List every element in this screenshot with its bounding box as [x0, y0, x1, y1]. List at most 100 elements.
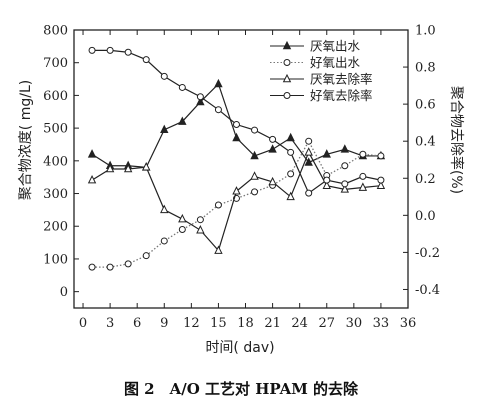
- data-point: [123, 163, 133, 173]
- data-point: [286, 191, 295, 201]
- series-3: [88, 46, 385, 197]
- data-point: [341, 180, 349, 188]
- data-point: [178, 116, 187, 125]
- data-point: [214, 106, 222, 114]
- data-point: [142, 252, 150, 260]
- data-point: [124, 260, 132, 268]
- data-point: [287, 170, 295, 178]
- y-right-tick-label: 1.0: [415, 24, 436, 39]
- data-point: [232, 186, 241, 195]
- y-left-tick-label: 0: [60, 285, 68, 300]
- figure-caption: 图 2 A/O 工艺对 HPAM 的去除: [124, 380, 359, 398]
- data-point: [341, 162, 349, 170]
- legend-entry-3: 好氧去除率: [270, 88, 373, 103]
- series-layer: [87, 46, 386, 271]
- y-left-tick-label: 600: [43, 89, 68, 104]
- x-axis-label: 时间( dav): [205, 340, 274, 356]
- plot-frame: [73, 29, 409, 309]
- legend-label: 厌氧出水: [310, 39, 361, 54]
- x-tick-label: 30: [346, 316, 363, 331]
- data-point: [160, 204, 169, 214]
- legend-marker: [283, 92, 291, 99]
- data-point: [232, 121, 240, 129]
- plot-border: [73, 29, 409, 309]
- data-point: [340, 184, 350, 193]
- y-right-tick-label: 0.8: [415, 61, 436, 76]
- data-point: [88, 263, 96, 271]
- data-point: [142, 162, 151, 171]
- legend-entry-2: 厌氧去除率: [270, 72, 373, 87]
- data-point: [214, 78, 223, 88]
- data-point: [196, 93, 204, 101]
- data-point: [88, 46, 96, 54]
- data-point: [287, 148, 295, 156]
- y-left-tick-label: 200: [43, 220, 68, 235]
- data-point: [105, 163, 115, 173]
- data-point: [305, 137, 313, 145]
- data-point: [250, 150, 259, 160]
- data-point: [340, 144, 350, 153]
- y-left-tick-label: 100: [43, 252, 68, 267]
- data-point: [377, 176, 385, 184]
- data-point: [160, 237, 168, 245]
- data-point: [322, 180, 331, 189]
- y-right-tick-label: -0.2: [415, 246, 440, 261]
- y-right-tick-label: 0.2: [415, 172, 436, 187]
- data-point: [377, 152, 385, 160]
- legend-label: 好氧去除率: [310, 88, 373, 103]
- data-point: [304, 157, 313, 166]
- legend-entry-0: 厌氧出水: [270, 39, 361, 54]
- x-tick-label: 6: [133, 316, 141, 331]
- data-point: [106, 46, 114, 54]
- data-point: [124, 48, 132, 56]
- y-right-tick-label: 0.0: [415, 209, 436, 224]
- legend-marker: [282, 73, 292, 83]
- series-2: [87, 147, 386, 254]
- x-tick-label: 18: [237, 316, 254, 331]
- data-point: [358, 182, 368, 191]
- legend-label: 好氧出水: [310, 55, 361, 70]
- x-tick-label: 0: [79, 316, 87, 331]
- data-point: [178, 83, 186, 91]
- data-point: [323, 176, 331, 184]
- x-tick-label: 9: [160, 316, 168, 331]
- data-point: [376, 180, 386, 189]
- data-point: [196, 96, 205, 106]
- data-point: [214, 201, 222, 209]
- data-point: [178, 213, 187, 223]
- data-point: [359, 150, 367, 158]
- data-point: [286, 132, 295, 142]
- data-point: [160, 72, 168, 80]
- y-left-tick-label: 400: [43, 154, 68, 169]
- x-tick-label: 27: [318, 316, 335, 331]
- y-axis-left-label: 聚合物浓度( mg/L): [18, 80, 34, 200]
- data-point: [196, 216, 204, 224]
- y-right-tick-label: 0.6: [415, 98, 436, 113]
- data-point: [268, 176, 277, 186]
- y-left-tick-label: 300: [43, 187, 68, 202]
- x-tick-label: 21: [264, 316, 281, 331]
- y-left-tick-label: 700: [43, 56, 68, 71]
- data-point: [232, 132, 241, 142]
- data-point: [251, 126, 259, 134]
- y-left-tick-label: 800: [43, 24, 68, 39]
- series-1: [88, 137, 385, 271]
- x-tick-label: 36: [400, 316, 417, 331]
- axes: 0 3 6 9 12 15 18 21 24 27 30 33 36010020030040050060…: [43, 24, 440, 332]
- legend-marker: [283, 59, 291, 66]
- legend-entry-1: 好氧出水: [270, 55, 361, 70]
- data-point: [87, 175, 97, 184]
- y-left-tick-label: 500: [43, 122, 68, 137]
- data-point: [305, 189, 313, 197]
- x-tick-label: 12: [183, 316, 200, 331]
- data-point: [251, 188, 259, 196]
- data-point: [304, 147, 313, 156]
- data-point: [214, 245, 223, 254]
- data-point: [87, 149, 97, 158]
- legend-marker: [282, 40, 292, 50]
- data-point: [178, 226, 186, 234]
- data-point: [160, 124, 169, 134]
- x-tick-label: 33: [373, 316, 390, 331]
